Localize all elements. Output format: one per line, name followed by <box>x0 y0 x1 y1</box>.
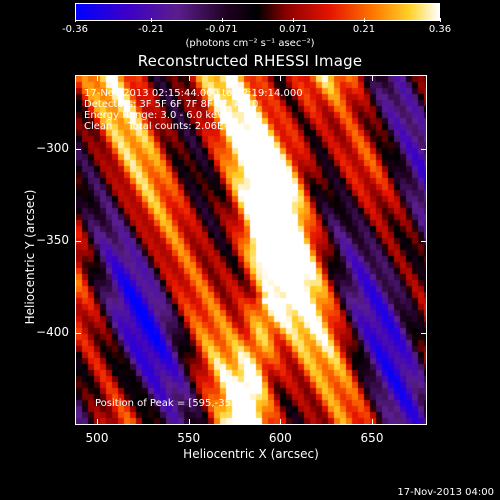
colorbar-tick-label: 0.36 <box>428 24 452 35</box>
y-tick-label: −300 <box>36 140 69 155</box>
y-tick-mark <box>75 148 81 150</box>
colorbar <box>75 3 440 21</box>
plot-title: Reconstructed RHESSI Image <box>137 52 363 70</box>
colorbar-tick-label: -0.21 <box>138 24 164 35</box>
x-tick-mark <box>97 75 98 81</box>
colorbar-tick-label: 0.21 <box>352 24 376 35</box>
y-tick-mark <box>421 240 427 242</box>
y-tick-mark <box>75 240 81 242</box>
colorbar-tick-label: 0.071 <box>279 24 308 35</box>
y-tick-label: −350 <box>36 232 69 247</box>
colorbar-tick-label: -0.071 <box>205 24 238 35</box>
y-tick-mark <box>75 332 81 334</box>
x-axis-label: Heliocentric X (arcsec) <box>183 447 319 461</box>
x-tick-label: 550 <box>177 431 201 445</box>
timestamp: 17-Nov-2013 04:00 <box>397 487 494 498</box>
x-tick-mark <box>188 75 190 81</box>
info-clean-counts: Clean Total counts: 2.06E+04 <box>84 121 245 132</box>
y-tick-mark <box>421 332 427 334</box>
colorbar-tick-mark <box>151 18 153 22</box>
x-tick-label: 650 <box>360 431 384 445</box>
colorbar-tick-mark <box>363 18 365 22</box>
colorbar-tick-mark <box>75 18 76 22</box>
y-tick-label: −400 <box>36 324 69 339</box>
info-energy-range: Energy Range: 3.0 - 6.0 keV <box>84 110 224 121</box>
colorbar-tick-label: -0.36 <box>62 24 88 35</box>
y-axis-label: Heliocentric Y (arcsec) <box>23 189 37 325</box>
x-tick-mark <box>280 75 282 81</box>
x-tick-label: 500 <box>85 431 109 445</box>
colorbar-units-label: (photons cm⁻² s⁻¹ asec⁻²) <box>185 38 315 49</box>
x-tick-label: 600 <box>268 431 292 445</box>
x-tick-mark <box>97 419 98 425</box>
colorbar-tick-mark <box>440 18 441 22</box>
colorbar-tick-mark <box>221 18 223 22</box>
colorbar-tick-mark <box>293 18 295 22</box>
heatmap-plot: 17-Nov-2013 02:15:44.000 to 02:19:14.000… <box>75 75 427 425</box>
info-detectors: Detectors: 3F 5F 6F 7F 8F 9F, Att 0 <box>84 99 259 110</box>
x-tick-mark <box>372 419 373 425</box>
x-tick-mark <box>280 419 282 425</box>
info-time-range: 17-Nov-2013 02:15:44.000 to 02:19:14.000 <box>84 88 303 99</box>
y-tick-mark <box>421 148 427 150</box>
heatmap-image <box>76 76 426 424</box>
x-tick-mark <box>372 75 373 81</box>
x-tick-mark <box>188 419 190 425</box>
peak-position-label: Position of Peak = [595,-353] <box>95 398 242 409</box>
